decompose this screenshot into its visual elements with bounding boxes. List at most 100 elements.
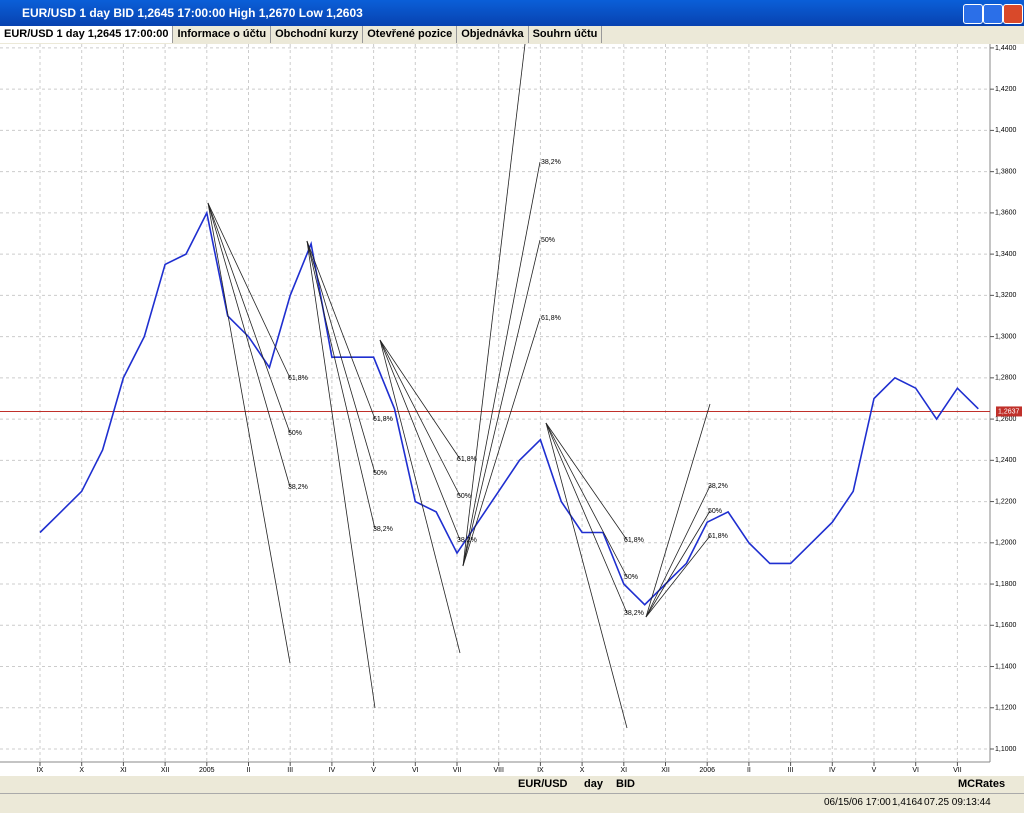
y-tick-label: 1,4000 bbox=[995, 127, 1017, 134]
fan-line bbox=[207, 202, 291, 664]
toolbar: EUR/USD day BID MCRates bbox=[0, 776, 1024, 793]
fan-line bbox=[462, 239, 541, 567]
fan-label: 38,2% bbox=[541, 159, 561, 166]
plot-bg bbox=[0, 44, 1024, 762]
fan-label: 38,2% bbox=[373, 526, 393, 533]
y-tick-label: 1,2200 bbox=[995, 498, 1017, 505]
fan-line bbox=[306, 240, 376, 709]
fan-line bbox=[645, 403, 711, 618]
x-tick-label: X bbox=[580, 767, 585, 774]
fan-label: 38,2% bbox=[288, 484, 308, 491]
y-tick-label: 1,1600 bbox=[995, 622, 1017, 629]
x-tick-label: IX bbox=[537, 767, 544, 774]
y-tick-label: 1,2000 bbox=[995, 540, 1017, 547]
window-title: EUR/USD 1 day BID 1,2645 17:00:00 High 1… bbox=[22, 6, 363, 20]
fan-label: 38,2% bbox=[457, 537, 477, 544]
x-tick-label: VI bbox=[912, 767, 919, 774]
fan-label: 50% bbox=[541, 237, 555, 244]
fan-line bbox=[462, 161, 541, 567]
x-tick-label: III bbox=[788, 767, 794, 774]
x-tick-label: XI bbox=[620, 767, 627, 774]
fan-label: 61,8% bbox=[708, 533, 728, 540]
fan-line bbox=[306, 240, 376, 530]
y-tick-label: 1,2800 bbox=[995, 375, 1017, 382]
x-tick-label: VII bbox=[453, 767, 462, 774]
fan-label: 50% bbox=[457, 493, 471, 500]
price-line bbox=[39, 210, 979, 606]
fan-label: 38,2% bbox=[708, 483, 728, 490]
source[interactable]: MCRates bbox=[958, 778, 1006, 790]
x-tick-label: II bbox=[247, 767, 251, 774]
x-tick-label: VI bbox=[412, 767, 419, 774]
fan-line bbox=[379, 339, 461, 460]
fan-label: 61,8% bbox=[373, 416, 393, 423]
x-tick-label: IX bbox=[37, 767, 44, 774]
fan-label: 50% bbox=[708, 508, 722, 515]
y-tick-label: 1,2400 bbox=[995, 457, 1017, 464]
tabs: EUR/USD 1 day 1,2645 17:00:00 Informace o… bbox=[0, 26, 1024, 44]
fan-line bbox=[379, 339, 461, 497]
y-tick-label: 1,3400 bbox=[995, 251, 1017, 258]
y-tick-label: 1,3200 bbox=[995, 292, 1017, 299]
x-tick-label: IV bbox=[329, 767, 336, 774]
fan-line bbox=[306, 240, 376, 474]
x-tick-label: X bbox=[79, 767, 84, 774]
tab[interactable]: EUR/USD 1 day 1,2645 17:00:00 bbox=[0, 26, 174, 43]
x-tick-label: XII bbox=[661, 767, 670, 774]
tab[interactable]: Objednávka bbox=[457, 26, 529, 43]
y-tick-label: 1,4200 bbox=[995, 86, 1017, 93]
symbol[interactable]: EUR/USD bbox=[518, 778, 568, 790]
tab[interactable]: Informace o účtu bbox=[173, 26, 272, 43]
x-tick-label: 2005 bbox=[199, 767, 215, 774]
fan-label: 50% bbox=[373, 470, 387, 477]
fan-line bbox=[645, 510, 711, 618]
x-axis-bg bbox=[0, 762, 1024, 776]
fan-line bbox=[545, 422, 628, 729]
x-tick-label: II bbox=[747, 767, 751, 774]
minimize[interactable] bbox=[963, 4, 983, 24]
fan-line bbox=[207, 202, 291, 434]
y-tick-label: 1,1400 bbox=[995, 663, 1017, 670]
fan-line bbox=[462, 44, 526, 567]
fan-label: 38,2% bbox=[624, 610, 644, 617]
fan-line bbox=[379, 339, 461, 654]
fan-line bbox=[379, 339, 461, 541]
tab[interactable]: Obchodní kurzy bbox=[271, 26, 364, 43]
x-tick-label: IV bbox=[829, 767, 836, 774]
fan-line bbox=[207, 202, 291, 488]
chart: 1,1000 1,1200 1,1400 1,1600 1,1800 1,2000 1,22… bbox=[0, 44, 1024, 776]
y-tick-label: 1,3800 bbox=[995, 168, 1017, 175]
current-price-label: 1,2637 bbox=[998, 408, 1020, 415]
y-tick-label: 1,1000 bbox=[995, 746, 1017, 753]
side[interactable]: BID bbox=[616, 778, 635, 790]
fan-label: 61,8% bbox=[541, 315, 561, 322]
tab[interactable]: Souhrn účtu bbox=[529, 26, 603, 43]
fan-line bbox=[306, 240, 376, 420]
fan-line bbox=[207, 202, 291, 379]
y-tick-label: 1,3600 bbox=[995, 210, 1017, 217]
y-tick-label: 1,4400 bbox=[995, 45, 1017, 52]
fan-line bbox=[645, 535, 711, 618]
x-tick-label: VII bbox=[953, 767, 962, 774]
x-tick-label: VIII bbox=[493, 767, 504, 774]
close[interactable] bbox=[1003, 4, 1023, 24]
x-tick-label: XI bbox=[120, 767, 127, 774]
fan-label: 61,8% bbox=[457, 456, 477, 463]
status-time: 06/15/06 17:00 bbox=[824, 797, 891, 808]
x-tick-label: XII bbox=[161, 767, 170, 774]
y-tick-label: 1,3000 bbox=[995, 333, 1017, 340]
title-bar: EUR/USD 1 day BID 1,2645 17:00:00 High 1… bbox=[0, 0, 1024, 26]
y-tick-label: 1,1800 bbox=[995, 581, 1017, 588]
x-tick-label: V bbox=[371, 767, 376, 774]
fan-label: 50% bbox=[624, 574, 638, 581]
x-tick-label: 2006 bbox=[699, 767, 715, 774]
tab[interactable]: Otevřené pozice bbox=[363, 26, 458, 43]
fan-label: 61,8% bbox=[288, 375, 308, 382]
fan-line bbox=[545, 422, 628, 578]
current-price-box bbox=[996, 406, 1022, 417]
fan-line bbox=[545, 422, 628, 541]
period[interactable]: day bbox=[584, 778, 603, 790]
fan-line bbox=[545, 422, 628, 614]
maximize[interactable] bbox=[983, 4, 1003, 24]
